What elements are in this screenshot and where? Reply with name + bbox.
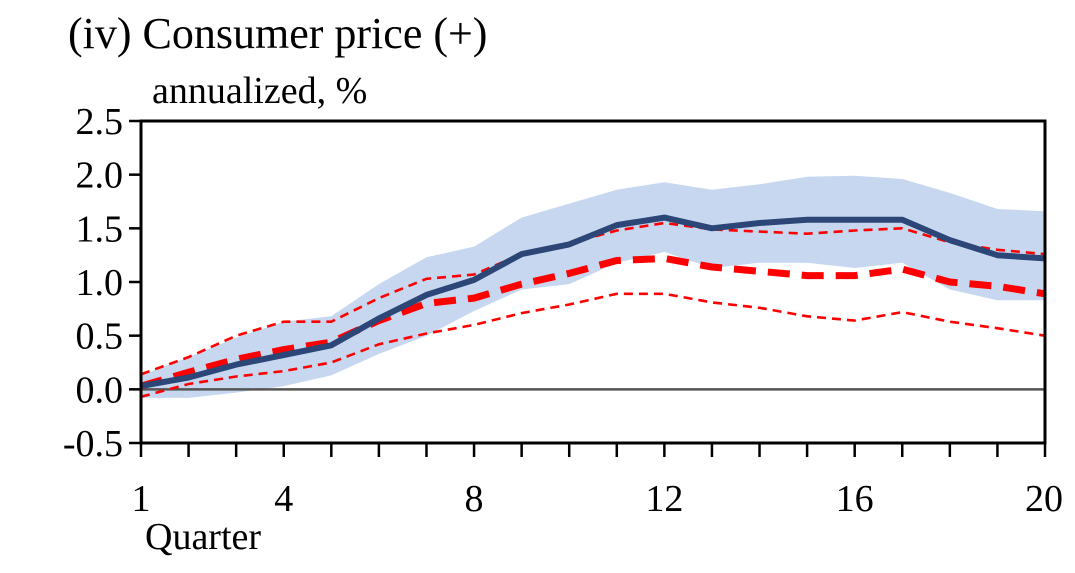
- series-line-1: [140, 214, 1046, 390]
- y-tick-label: 1.0: [76, 262, 124, 304]
- x-tick-label: 4: [274, 478, 293, 520]
- y-tick-label: 1.5: [76, 208, 124, 250]
- series-line-3: [140, 221, 1046, 376]
- series-line-4: [140, 292, 1046, 399]
- y-tick-label: 0.5: [76, 316, 124, 358]
- x-tick-label: 20: [1025, 478, 1063, 520]
- y-tick-label: 0.0: [76, 369, 124, 411]
- confidence-band: [141, 175, 1045, 398]
- chart-title: (iv) Consumer price (+): [68, 9, 488, 58]
- y-tick-label: 2.0: [76, 155, 124, 197]
- x-tick-label: 16: [836, 478, 874, 520]
- y-tick-label: 2.5: [76, 101, 124, 143]
- y-tick-label: -0.5: [63, 423, 123, 465]
- x-tick-label: 1: [132, 478, 151, 520]
- plot-frame: [139, 119, 1047, 445]
- x-tick-label: 12: [645, 478, 683, 520]
- x-tick-label: 8: [465, 478, 484, 520]
- chart-subtitle: annualized, %: [152, 70, 368, 112]
- x-axis-label: Quarter: [145, 516, 262, 558]
- series-line-2: [140, 254, 1046, 390]
